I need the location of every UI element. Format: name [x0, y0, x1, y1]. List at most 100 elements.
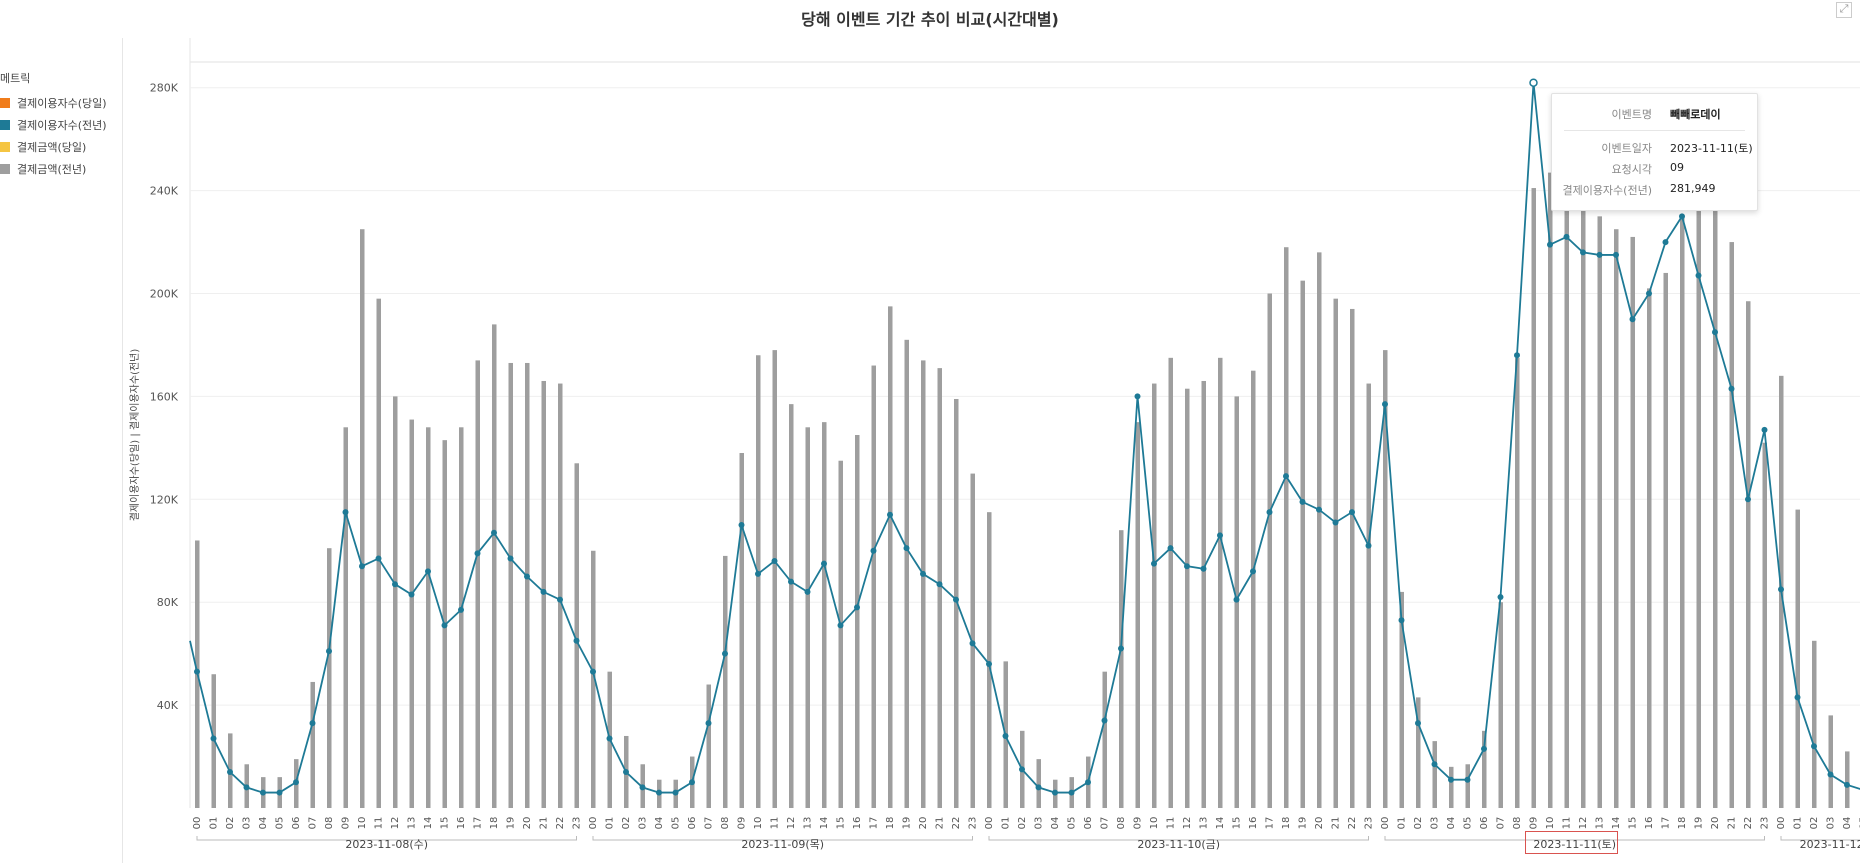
x-tick-label: 16: [852, 817, 863, 830]
bar: [855, 435, 860, 808]
legend-label: 결제금액(전년): [17, 163, 87, 176]
bar: [904, 339, 909, 808]
x-tick-label: 13: [1595, 817, 1606, 830]
y-tick-label: 160K: [150, 390, 179, 403]
x-tick-label: 22: [555, 817, 566, 830]
bar: [1449, 766, 1454, 808]
date-highlight-box: [1525, 831, 1618, 854]
line-point: [887, 511, 893, 518]
line-point: [722, 650, 728, 657]
bar: [1647, 288, 1652, 808]
x-tick-label: 13: [407, 817, 418, 830]
x-tick-label: 09: [737, 817, 748, 830]
line-point: [1200, 565, 1207, 572]
bar: [822, 422, 827, 808]
line-point: [309, 720, 316, 727]
line-point: [1662, 239, 1669, 246]
line-point: [1464, 776, 1471, 783]
line-point: [788, 578, 794, 585]
legend-item[interactable]: 결제이용자수(당일): [0, 92, 107, 114]
line-point: [1068, 789, 1075, 796]
line-point: [1596, 251, 1603, 258]
x-tick-label: 15: [1232, 817, 1243, 830]
date-group-bracket: [1384, 836, 1765, 841]
bar: [343, 427, 348, 808]
x-tick-label: 00: [588, 817, 599, 830]
x-tick-label: 04: [1050, 817, 1061, 830]
bar: [475, 360, 480, 808]
line-point: [392, 581, 398, 588]
bar: [1135, 422, 1140, 808]
tooltip-key: 이벤트명: [1611, 108, 1652, 121]
bar: [1581, 200, 1586, 808]
legend-label: 결제이용자수(당일): [17, 97, 107, 110]
line-point: [606, 735, 613, 742]
legend-swatch: [0, 120, 10, 130]
bar: [921, 360, 926, 808]
x-tick-label: 20: [918, 817, 929, 830]
line-point: [705, 720, 712, 727]
date-group-bracket: [988, 836, 1369, 841]
bar: [1267, 293, 1272, 809]
line-point: [1415, 720, 1421, 727]
x-tick-label: 01: [1397, 817, 1408, 830]
x-tick-label: 15: [1628, 817, 1639, 830]
line-point: [821, 560, 827, 567]
tooltip-key: 결제이용자수(전년): [1562, 184, 1652, 197]
bar: [838, 460, 843, 808]
x-tick-label: 22: [951, 817, 962, 830]
bar: [1713, 200, 1718, 808]
x-tick-label: 00: [1776, 817, 1787, 830]
x-tick-label: 03: [638, 817, 649, 830]
bar: [888, 306, 893, 808]
expand-icon[interactable]: ⤢: [1836, 2, 1852, 18]
x-tick-label: 05: [1859, 817, 1860, 830]
x-tick-label: 04: [654, 817, 665, 830]
y-tick-label: 240K: [150, 185, 179, 198]
line-point: [1167, 545, 1174, 552]
line-point: [326, 648, 332, 655]
bar: [525, 362, 530, 808]
x-tick-label: 11: [770, 817, 781, 830]
bar: [1300, 280, 1305, 809]
date-group-bracket: [196, 836, 577, 841]
x-tick-label: 11: [374, 817, 385, 830]
bar: [1152, 383, 1157, 808]
bar: [492, 324, 497, 808]
x-tick-label: 21: [539, 817, 550, 830]
tooltip-key: 이벤트일자: [1601, 142, 1652, 155]
x-tick-label: 07: [1100, 817, 1111, 830]
bar: [1680, 216, 1685, 808]
x-tick-label: 17: [1661, 817, 1672, 830]
bar: [1251, 370, 1256, 808]
x-tick-label: 00: [984, 817, 995, 830]
line-point: [1431, 761, 1438, 768]
bar: [574, 463, 579, 808]
date-group-bracket: [1780, 836, 1860, 841]
x-tick-label: 21: [1331, 817, 1342, 830]
x-tick-label: 00: [1380, 817, 1391, 830]
y-tick-label: 120K: [150, 493, 179, 506]
x-tick-label: 06: [1479, 817, 1490, 830]
tooltip-row-metric: 결제이용자수(전년) 281,949: [1552, 182, 1757, 198]
line-point: [1481, 745, 1487, 752]
x-tick-label: 04: [1842, 817, 1853, 830]
x-tick-label: 05: [275, 817, 286, 830]
x-tick-label: 02: [1809, 817, 1820, 830]
line-point: [1299, 498, 1306, 505]
x-tick-label: 19: [902, 817, 913, 830]
line-point: [1679, 213, 1685, 220]
legend-item[interactable]: 결제이용자수(전년): [0, 114, 107, 136]
date-group-label: 2023-11-11(토): [1533, 838, 1616, 851]
line-point: [260, 789, 266, 796]
tooltip-row-event-date: 이벤트일자 2023-11-11(토): [1552, 140, 1757, 156]
x-tick-label: 17: [473, 817, 484, 830]
line-point: [986, 660, 992, 667]
line-point: [276, 789, 283, 796]
legend-item[interactable]: 결제금액(당일): [0, 136, 107, 158]
legend-item[interactable]: 결제금액(전년): [0, 158, 107, 180]
bar: [937, 368, 942, 808]
line-point: [1382, 401, 1388, 408]
bar: [1762, 442, 1767, 808]
x-tick-label: 01: [605, 817, 616, 830]
